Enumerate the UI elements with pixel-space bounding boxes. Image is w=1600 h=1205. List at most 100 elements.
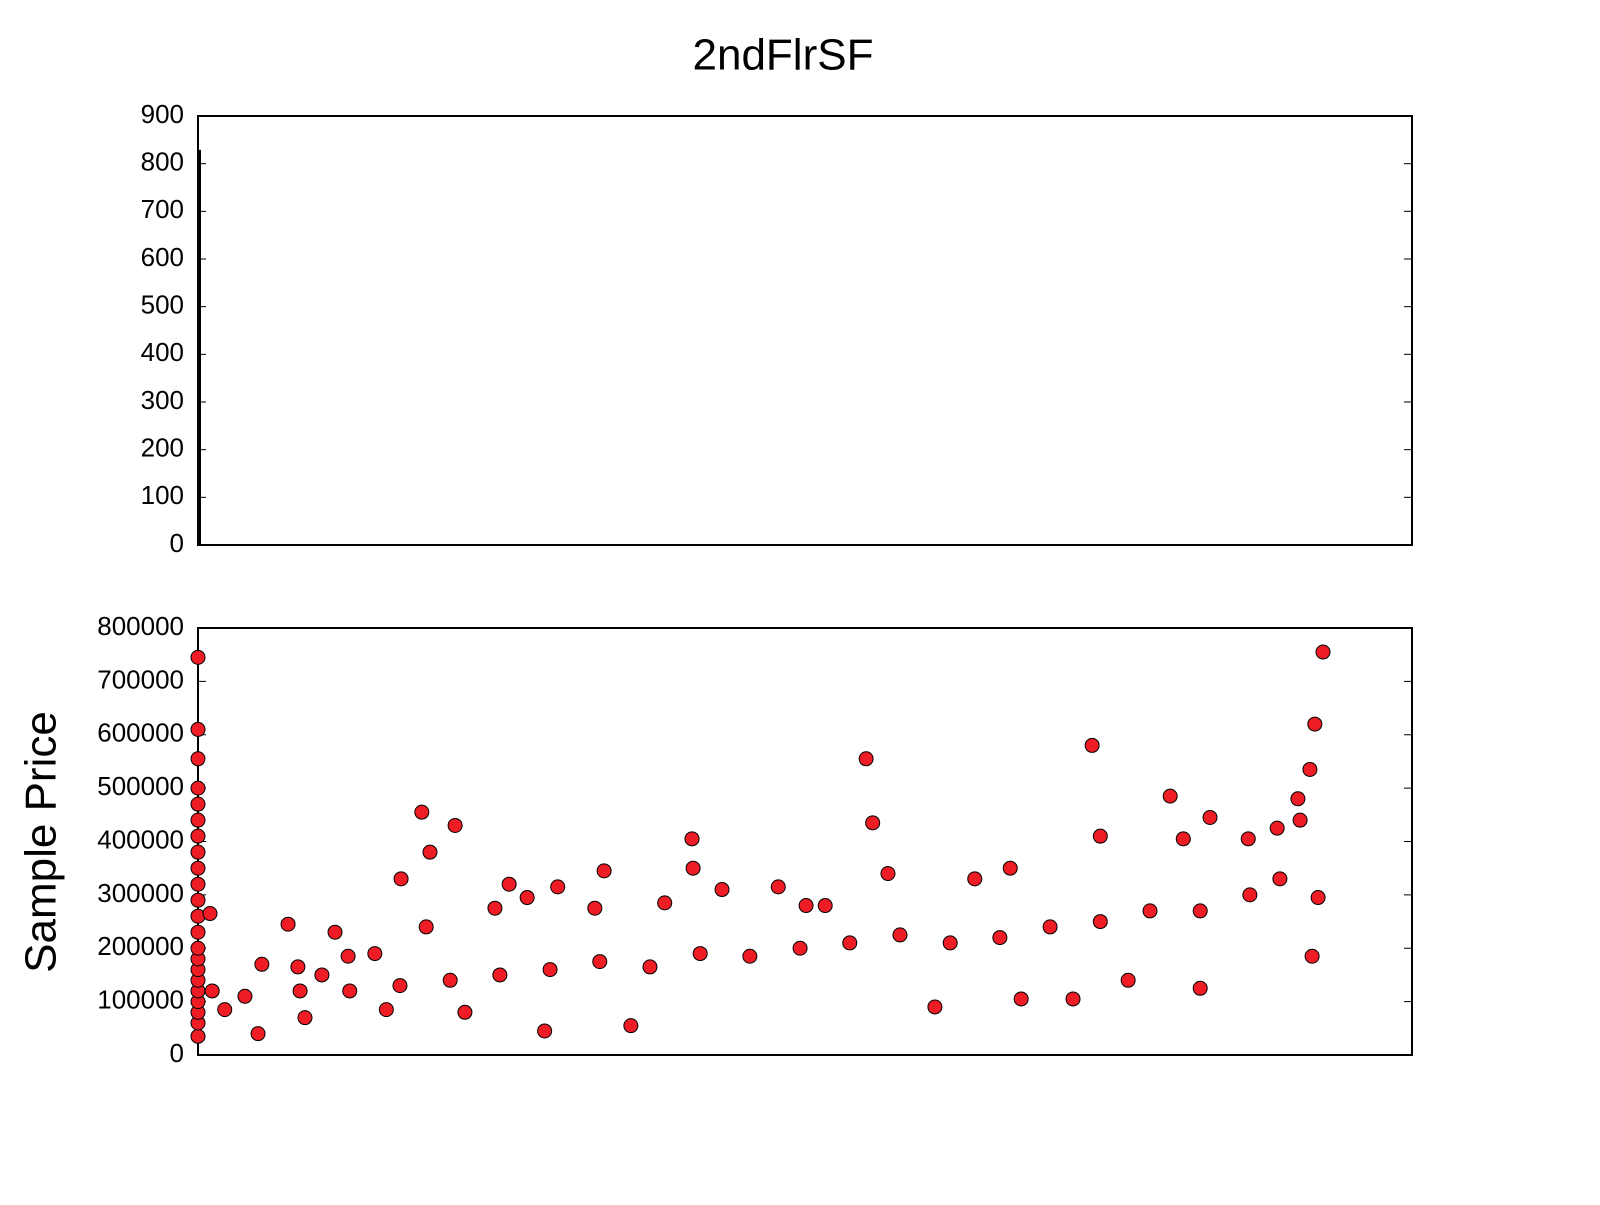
point [1272,871,1288,887]
y-tick-label: 500000 [97,771,184,801]
point [1092,828,1108,844]
point [1065,991,1081,1007]
point [280,916,296,932]
y-tick-label: 100 [141,480,184,510]
point [1092,914,1108,930]
point [684,831,700,847]
point [1192,903,1208,919]
point [537,1023,553,1039]
y-axis-label: Sample Price [17,711,66,973]
point [190,892,206,908]
point [865,815,881,831]
point [550,879,566,895]
y-tick-label: 0 [170,528,184,558]
point [190,844,206,860]
point [1315,644,1331,660]
y-tick-label: 300 [141,385,184,415]
point [297,1010,313,1026]
point [1120,972,1136,988]
point [842,935,858,951]
point [1240,831,1256,847]
point [202,906,218,922]
point [657,895,673,911]
point [327,924,343,940]
point [942,935,958,951]
point [967,871,983,887]
point [367,946,383,962]
point [190,860,206,876]
point [447,817,463,833]
point [592,954,608,970]
y-tick-label: 300000 [97,878,184,908]
point [457,1004,473,1020]
y-tick-label: 200 [141,433,184,463]
point [342,983,358,999]
point [392,978,408,994]
point [340,948,356,964]
y-tick-label: 400 [141,337,184,367]
point [378,1002,394,1018]
point [1142,903,1158,919]
point [250,1026,266,1042]
point [623,1018,639,1034]
point [393,871,409,887]
y-tick-label: 700000 [97,664,184,694]
point [190,940,206,956]
point [542,962,558,978]
point [190,828,206,844]
point [1042,919,1058,935]
y-tick-label: 600 [141,242,184,272]
plot-frame [197,115,1413,546]
point [1002,860,1018,876]
point [418,919,434,935]
point [1304,948,1320,964]
point [742,948,758,964]
chart-title: 2ndFlrSF [693,31,874,80]
point [422,844,438,860]
point [858,751,874,767]
plot-frame [197,627,1413,1056]
point [1242,887,1258,903]
y-tick-label: 400000 [97,824,184,854]
point [1192,980,1208,996]
point [892,927,908,943]
point [190,796,206,812]
point [817,898,833,914]
point [487,900,503,916]
point [254,956,270,972]
y-tick-label: 200000 [97,931,184,961]
point [190,721,206,737]
y-tick-label: 800000 [97,611,184,641]
point [190,1028,206,1044]
y-tick-label: 500 [141,290,184,320]
y-tick-label: 800 [141,147,184,177]
y-tick-label: 900 [141,99,184,129]
point [770,879,786,895]
point [190,780,206,796]
point [714,882,730,898]
point [927,999,943,1015]
y-tick-label: 700 [141,194,184,224]
point [1175,831,1191,847]
point [1290,791,1306,807]
point [190,812,206,828]
point [190,751,206,767]
point [1162,788,1178,804]
y-tick-label: 0 [170,1038,184,1068]
point [1269,820,1285,836]
bar [198,149,201,546]
point [290,959,306,975]
point [1084,737,1100,753]
point [217,1002,233,1018]
point [792,940,808,956]
point [1302,761,1318,777]
point [992,930,1008,946]
point [1307,716,1323,732]
point [492,967,508,983]
point [190,924,206,940]
point [237,988,253,1004]
point [1202,809,1218,825]
point [519,890,535,906]
point [880,866,896,882]
